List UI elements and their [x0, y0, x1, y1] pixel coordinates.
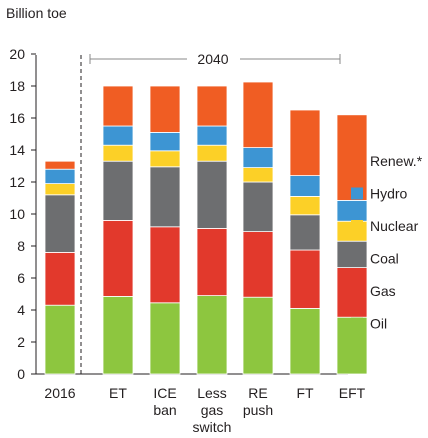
bar-segment-coal-0 — [44, 194, 76, 253]
bar-segment-renew-3 — [196, 85, 228, 127]
bar-segment-hydro-1 — [102, 125, 134, 146]
legend-label: Renew.* — [370, 153, 423, 169]
category-label: ET — [109, 385, 127, 401]
bars — [44, 81, 368, 375]
category-label: FT — [296, 385, 314, 401]
bar-segment-hydro-0 — [44, 168, 76, 184]
period-bracket: 2040 — [89, 51, 341, 67]
category-label: EFT — [339, 385, 366, 401]
period-label: 2040 — [197, 51, 228, 67]
bar-segment-gas-5 — [289, 249, 321, 309]
category-label: ICE — [153, 385, 176, 401]
legend-swatch — [351, 252, 363, 265]
legend: Renew.* Hydro Nuclear Coal Gas Oil — [351, 153, 423, 332]
bar-segment-hydro-5 — [289, 175, 321, 197]
bar-segment-hydro-6 — [336, 199, 368, 222]
bar-segment-renew-1 — [102, 85, 134, 127]
category-label: switch — [193, 419, 232, 435]
category-label: push — [243, 402, 273, 418]
bar-segment-renew-2 — [149, 85, 181, 133]
legend-label: Oil — [370, 316, 387, 332]
bar-segment-coal-1 — [102, 160, 134, 221]
bar-segment-hydro-2 — [149, 131, 181, 152]
bar-segment-hydro-4 — [242, 147, 274, 169]
legend-swatch — [351, 317, 363, 330]
category-label: RE — [248, 385, 267, 401]
y-tick-label: 20 — [9, 46, 25, 62]
bar-segment-renew-4 — [242, 81, 274, 148]
legend-label: Coal — [370, 251, 399, 267]
bar-segment-oil-0 — [44, 304, 76, 375]
bar-segment-nuclear-0 — [44, 183, 76, 196]
bar-segment-gas-2 — [149, 226, 181, 304]
bar-segment-oil-3 — [196, 295, 228, 375]
bar-segment-oil-5 — [289, 307, 321, 375]
legend-swatch — [351, 220, 363, 232]
y-tick-label: 14 — [9, 142, 25, 158]
category-label: 2016 — [44, 385, 75, 401]
legend-swatch — [351, 285, 363, 297]
bar-segment-gas-0 — [44, 251, 76, 306]
y-tick-label: 6 — [17, 270, 25, 286]
bar-segment-coal-3 — [196, 160, 228, 229]
y-tick-label: 2 — [17, 334, 25, 350]
bar-segment-nuclear-4 — [242, 167, 274, 183]
category-label: Less — [197, 385, 227, 401]
y-tick-label: 0 — [17, 366, 25, 382]
y-tick-label: 18 — [9, 78, 25, 94]
bar-segment-nuclear-3 — [196, 144, 228, 162]
bar-segment-coal-2 — [149, 166, 181, 228]
bar-segment-oil-4 — [242, 296, 274, 375]
bar-segment-renew-0 — [44, 160, 76, 170]
legend-label: Hydro — [370, 186, 408, 202]
y-axis-unit-label: Billion toe — [6, 5, 67, 21]
legend-swatch — [351, 155, 363, 167]
category-label: gas — [201, 402, 224, 418]
legend-label: Nuclear — [370, 218, 419, 234]
y-tick-label: 12 — [9, 174, 25, 190]
y-tick-label: 8 — [17, 238, 25, 254]
bar-segment-nuclear-5 — [289, 195, 321, 216]
bar-segment-nuclear-1 — [102, 144, 134, 162]
legend-swatch — [351, 187, 363, 200]
bar-segment-renew-5 — [289, 109, 321, 176]
bar-segment-nuclear-2 — [149, 150, 181, 168]
bar-segment-gas-1 — [102, 219, 134, 297]
category-label: ban — [153, 402, 176, 418]
bar-segment-coal-4 — [242, 181, 274, 232]
bar-segment-gas-3 — [196, 227, 228, 296]
legend-label: Gas — [370, 283, 396, 299]
bar-segment-oil-2 — [149, 302, 181, 375]
bar-segment-hydro-3 — [196, 125, 228, 146]
bar-segment-gas-4 — [242, 231, 274, 298]
y-axis-ticks: 0 2 4 6 8 10 12 14 16 18 20 — [9, 46, 36, 382]
bar-segment-coal-5 — [289, 214, 321, 251]
y-tick-label: 4 — [17, 302, 25, 318]
y-tick-label: 10 — [9, 206, 25, 222]
y-tick-label: 16 — [9, 110, 25, 126]
bar-segment-oil-1 — [102, 295, 134, 375]
